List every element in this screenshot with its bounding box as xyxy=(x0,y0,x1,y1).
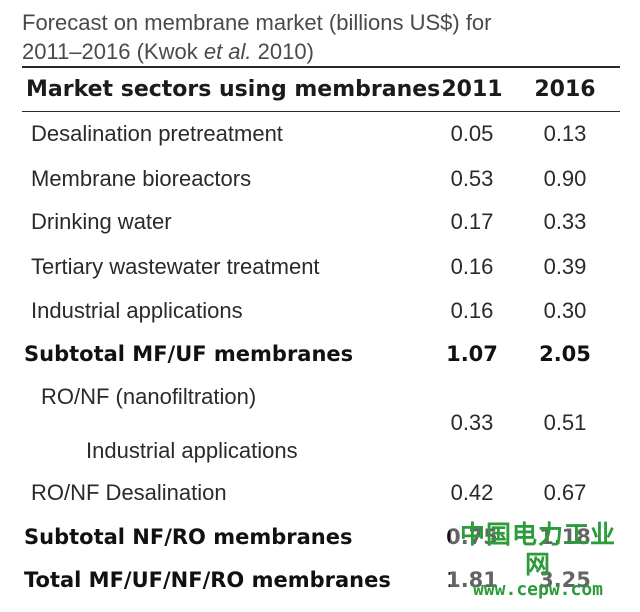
watermark-url: www.cepw.com xyxy=(472,579,604,600)
row-label: Industrial applications xyxy=(31,298,243,323)
row-label: Desalination pretreatment xyxy=(31,121,283,146)
row-value-2011: 0.42 xyxy=(450,480,494,505)
row-value-2011: 0.17 xyxy=(450,209,494,234)
row-label-line-2: Industrial applications xyxy=(86,438,298,463)
row-value-2011: 0.05 xyxy=(450,121,494,146)
row-value-2011: 0.75 xyxy=(446,525,498,549)
row-value-2011: 1.07 xyxy=(446,342,498,366)
row-value-2016: 0.39 xyxy=(543,254,587,279)
table-caption: Forecast on membrane market (billions US… xyxy=(22,8,622,66)
row-label: Drinking water xyxy=(31,209,172,234)
row-value-2016: 0.51 xyxy=(543,410,587,435)
header-2016: 2016 xyxy=(534,77,596,102)
caption-line-1: Forecast on membrane market (billions US… xyxy=(22,10,492,35)
row-value-2011: 0.16 xyxy=(450,254,494,279)
caption-line-2-prefix: 2011–2016 (Kwok xyxy=(22,39,204,64)
row-value-2016: 0.33 xyxy=(543,209,587,234)
row-value-2016: 0.67 xyxy=(543,480,587,505)
caption-line-2-italic: et al. xyxy=(203,39,252,64)
row-value-2016: 3.25 xyxy=(539,568,591,592)
row-label: Subtotal MF/UF membranes xyxy=(24,342,354,366)
caption-line-2-suffix: 2010) xyxy=(251,39,314,64)
row-value-2011: 1.81 xyxy=(446,568,498,592)
row-label: Membrane bioreactors xyxy=(31,166,252,191)
row-value-2011: 0.16 xyxy=(450,298,494,323)
header-2011: 2011 xyxy=(441,77,503,102)
row-value-2016: 0.30 xyxy=(543,298,587,323)
row-label: Subtotal NF/RO membranes xyxy=(24,525,353,549)
row-value-2016: 0.90 xyxy=(543,166,587,191)
row-value-2016: 2.05 xyxy=(539,342,591,366)
row-label: RO/NF Desalination xyxy=(31,480,227,505)
row-label: Tertiary wastewater treatment xyxy=(31,254,320,279)
row-value-2016: 0.13 xyxy=(543,121,587,146)
watermark-site-name: 中国电力工业网 xyxy=(459,520,616,579)
header-sector: Market sectors using membranes xyxy=(26,77,441,102)
table-top-rule xyxy=(22,66,620,68)
site-watermark: 中国电力工业网 www.cepw.com xyxy=(450,520,626,600)
row-value-2016: 1.18 xyxy=(539,525,591,549)
row-value-2011: 0.33 xyxy=(450,410,494,435)
row-value-2011: 0.53 xyxy=(450,166,494,191)
row-label: Total MF/UF/NF/RO membranes xyxy=(24,568,391,592)
row-label-line-1: RO/NF (nanofiltration) xyxy=(41,384,257,409)
table-header-rule xyxy=(22,111,620,112)
